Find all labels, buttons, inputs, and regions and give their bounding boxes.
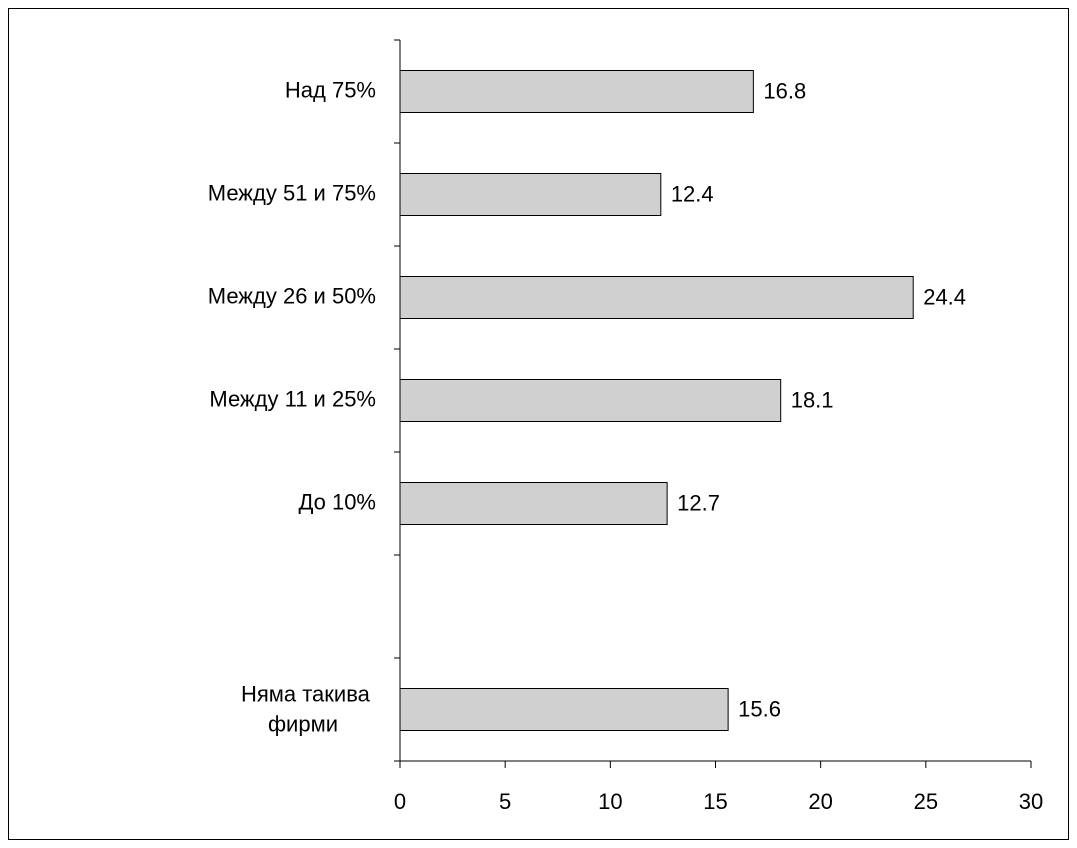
value-label: 12.4 — [671, 181, 714, 206]
x-tick-label: 5 — [499, 789, 511, 814]
y-tick-label: Над 75% — [285, 77, 376, 102]
bar — [399, 173, 662, 216]
x-tick-label: 15 — [703, 789, 727, 814]
x-tick-label: 25 — [914, 789, 938, 814]
x-tick-label: 0 — [394, 789, 406, 814]
y-tick-label: Между 11 и 25% — [209, 386, 376, 411]
y-tick-label: До 10% — [298, 489, 376, 514]
value-label: 15.6 — [738, 696, 781, 721]
bar — [399, 276, 914, 319]
x-tick-label: 20 — [808, 789, 832, 814]
x-tick-label: 10 — [598, 789, 622, 814]
bar — [399, 379, 782, 422]
bar — [399, 482, 668, 525]
bar — [399, 688, 729, 731]
value-label: 16.8 — [763, 78, 806, 103]
value-label: 12.7 — [677, 490, 720, 515]
x-tick-label: 30 — [1019, 789, 1043, 814]
bar — [399, 70, 754, 113]
y-tick-label: Между 26 и 50% — [208, 283, 376, 308]
value-label: 24.4 — [923, 284, 966, 309]
y-tick-label: Между 51 и 75% — [208, 180, 376, 205]
y-tick-label: Няма такива фирми — [241, 681, 376, 736]
value-label: 18.1 — [791, 387, 834, 412]
